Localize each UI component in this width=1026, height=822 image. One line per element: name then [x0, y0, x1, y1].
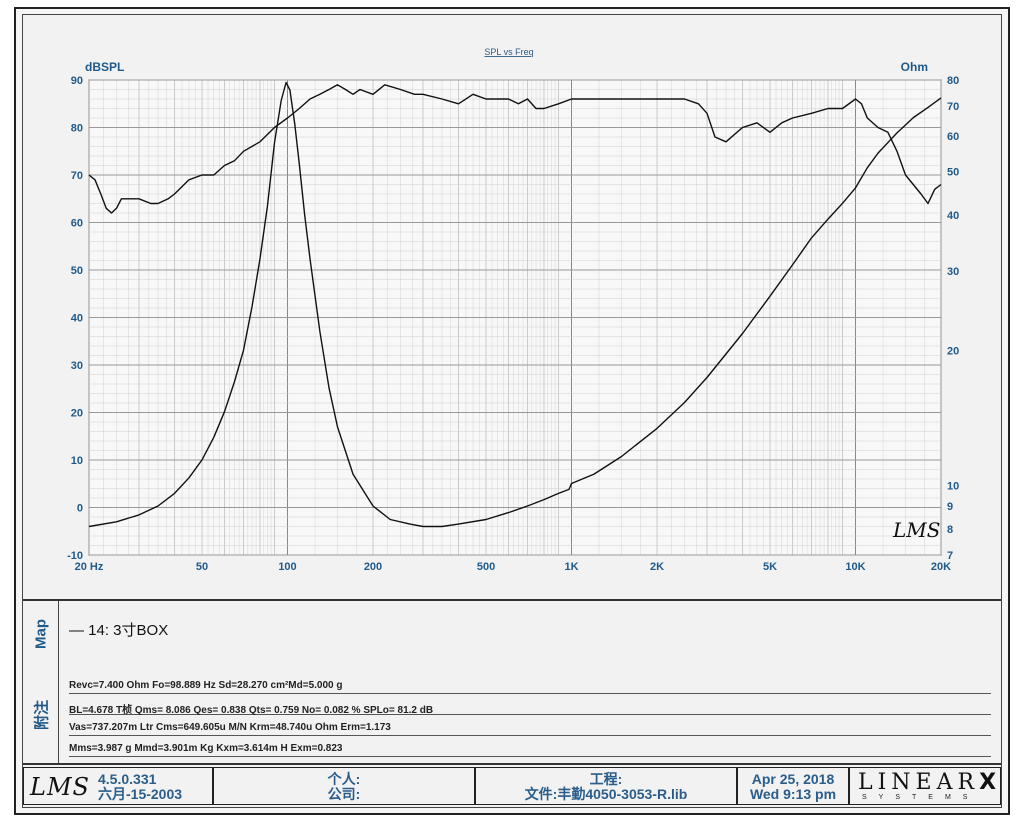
y-tick-label-right: 50: [947, 167, 959, 179]
x-tick-label: 500: [477, 561, 495, 573]
x-tick-label: 10K: [845, 561, 865, 573]
note-line: BL=4.678 T桢 Qms= 8.086 Qes= 0.838 Qts= 0…: [69, 698, 991, 716]
y-tick-label-left: 50: [71, 265, 83, 277]
y-tick-label-left: 20: [71, 408, 83, 420]
file-label: 文件:丰勤4050-3053-R.lib: [524, 786, 688, 802]
brand-text: LINEAR: [858, 770, 980, 795]
y-axis-right-label: Ohm: [901, 60, 928, 74]
note-line: Mms=3.987 g Mmd=3.901m Kg Kxm=3.614m H E…: [69, 740, 991, 757]
y-tick-label-left: 30: [71, 360, 83, 372]
y-tick-label-left: 90: [71, 75, 83, 87]
note-text: BL=4.678 T桢 Qms= 8.086 Qes= 0.838 Qts= 0…: [69, 705, 434, 716]
date-text: Apr 25, 2018: [751, 771, 835, 787]
y-tick-label-left: 0: [77, 503, 83, 515]
x-tick-label: 20 Hz: [75, 561, 104, 573]
y-tick-label-left: 80: [71, 123, 83, 135]
footer-date-cell: Apr 25, 2018 Wed 9:13 pm: [737, 767, 849, 805]
impedance-curve: [88, 81, 942, 528]
axis-ticks: 20 Hz 50 100 200 500 1K 2K 5K 10K 20K -10 0 10 20 30 40…: [67, 75, 959, 573]
footer-brand-cell: LINEARX SYSTEMS: [849, 767, 1001, 805]
version-info: 4.5.0.331 六月-15-2003: [98, 772, 182, 802]
x-tick-label: 20K: [931, 561, 951, 573]
brand-x: X: [979, 770, 1002, 795]
y-tick-label-right: 7: [947, 550, 953, 562]
map-tag-label: Map: [32, 619, 49, 649]
x-tick-label: 1K: [564, 561, 578, 573]
report-inner: SPL vs Freq dBSPL Ohm 20 Hz 50 100 200 500 1K…: [22, 14, 1002, 808]
y-tick-label-right: 40: [947, 210, 959, 222]
x-tick-label: 100: [278, 561, 296, 573]
linearx-logo: LINEARX: [858, 770, 1001, 795]
y-axis-left-label: dBSPL: [85, 60, 124, 74]
notes-panel: 附注 Revc=7.400 Ohm Fo=98.889 Hz Sd=28.270…: [23, 667, 1001, 765]
y-tick-label-left: -10: [67, 550, 83, 562]
x-tick-label: 200: [364, 561, 382, 573]
person-label: 个人:: [327, 771, 361, 787]
project-labels: 工程: 文件:丰勤4050-3053-R.lib: [476, 772, 736, 802]
x-tick-label: 2K: [650, 561, 664, 573]
y-tick-label-right: 80: [947, 75, 959, 87]
notes-tag-label: 附注: [33, 699, 50, 731]
y-tick-label-left: 40: [71, 313, 83, 325]
project-label: 工程:: [589, 771, 623, 787]
plot-watermark-logo: LMS: [892, 518, 940, 542]
y-tick-label-right: 60: [947, 131, 959, 143]
company-label: 公司:: [327, 786, 361, 802]
lms-logo: LMS: [30, 773, 90, 801]
y-tick-label-right: 9: [947, 501, 953, 513]
spl-curve: [88, 84, 942, 214]
note-line: Revc=7.400 Ohm Fo=98.889 Hz Sd=28.270 cm…: [69, 677, 991, 694]
x-tick-label: 5K: [763, 561, 777, 573]
footer-version-cell: LMS 4.5.0.331 六月-15-2003: [23, 767, 213, 805]
version-date: 六月-15-2003: [98, 786, 183, 802]
y-tick-label-left: 10: [71, 455, 83, 467]
version-number: 4.5.0.331: [98, 771, 157, 787]
map-panel: Map — 14: 3寸BOX: [23, 599, 1001, 669]
notes-tag: 附注: [23, 667, 59, 763]
report-frame: SPL vs Freq dBSPL Ohm 20 Hz 50 100 200 500 1K…: [14, 7, 1010, 815]
y-tick-label-right: 30: [947, 266, 959, 278]
footer-owner-cell: 个人: 公司:: [213, 767, 475, 805]
map-entry: — 14: 3寸BOX: [69, 622, 169, 639]
y-tick-label-right: 10: [947, 480, 959, 492]
chart-title: SPL vs Freq: [484, 47, 533, 57]
y-tick-label-left: 60: [71, 218, 83, 230]
note-text: Revc=7.400 Ohm Fo=98.889 Hz Sd=28.270 cm…: [69, 680, 343, 691]
owner-labels: 个人: 公司:: [214, 772, 474, 802]
y-tick-label-right: 20: [947, 345, 959, 357]
chart-grid: [88, 79, 942, 556]
x-tick-label: 50: [196, 561, 208, 573]
brand-subtitle: SYSTEMS: [862, 794, 980, 801]
footer-bar: LMS 4.5.0.331 六月-15-2003 个人: 公司: 工程: 文件:…: [23, 767, 1001, 807]
footer-project-cell: 工程: 文件:丰勤4050-3053-R.lib: [475, 767, 737, 805]
y-tick-label-left: 70: [71, 170, 83, 182]
map-tag: Map: [23, 601, 59, 667]
note-text: Vas=737.207m Ltr Cms=649.605u M/N Krm=48…: [69, 722, 391, 733]
y-tick-label-right: 70: [947, 101, 959, 113]
y-tick-label-right: 8: [947, 524, 953, 536]
date-time: Apr 25, 2018 Wed 9:13 pm: [738, 772, 848, 802]
spl-vs-freq-chart: SPL vs Freq dBSPL Ohm 20 Hz 50 100 200 500 1K…: [67, 47, 959, 573]
note-text: Mms=3.987 g Mmd=3.901m Kg Kxm=3.614m H E…: [69, 743, 343, 754]
time-text: Wed 9:13 pm: [749, 786, 837, 802]
chart-series: [88, 81, 942, 528]
note-line: Vas=737.207m Ltr Cms=649.605u M/N Krm=48…: [69, 719, 991, 736]
